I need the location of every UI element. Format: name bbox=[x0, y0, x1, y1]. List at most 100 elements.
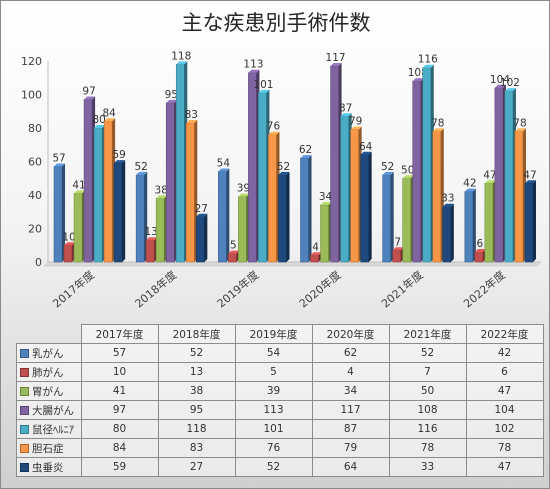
table-cell: 108 bbox=[388, 400, 467, 420]
data-label: 102 bbox=[500, 77, 520, 89]
x-tick-label: 2021年度 bbox=[378, 268, 425, 311]
bar-top bbox=[218, 168, 230, 172]
legend-key bbox=[20, 444, 29, 453]
bar bbox=[524, 182, 534, 263]
data-label: 116 bbox=[418, 54, 438, 66]
bar bbox=[145, 239, 155, 263]
bar-top bbox=[412, 78, 424, 82]
bar-side bbox=[368, 151, 372, 262]
bar-top bbox=[166, 99, 178, 103]
bar-top bbox=[54, 163, 66, 167]
bar-top bbox=[74, 190, 86, 194]
bar bbox=[442, 206, 452, 263]
bar bbox=[320, 204, 329, 263]
bar bbox=[165, 102, 175, 263]
table-cell: 27 bbox=[157, 457, 236, 477]
table-cell: 113 bbox=[234, 400, 313, 420]
bar-top bbox=[484, 180, 496, 184]
x-tick-label: 2017年度 bbox=[50, 268, 97, 311]
y-tick-label: 0 bbox=[35, 256, 42, 269]
series-name: 虫垂炎 bbox=[32, 461, 64, 474]
data-label: 117 bbox=[326, 52, 346, 64]
table-header-cell: 2019年度 bbox=[234, 324, 313, 344]
bar-top bbox=[176, 61, 188, 65]
table-cell: 79 bbox=[311, 438, 390, 458]
bar bbox=[238, 196, 247, 263]
data-label: 34 bbox=[319, 191, 333, 203]
y-tick-label: 80 bbox=[28, 122, 42, 135]
table-cell: 97 bbox=[80, 400, 159, 420]
data-label: 52 bbox=[134, 161, 147, 173]
bar bbox=[83, 99, 93, 263]
y-tick-label: 40 bbox=[28, 189, 42, 202]
bar bbox=[474, 251, 484, 263]
table-corner bbox=[17, 325, 82, 344]
bar-side bbox=[204, 213, 208, 262]
table-row: 胃がん 41 38 39 34 50 47 bbox=[16, 381, 544, 401]
table-cell: 47 bbox=[465, 457, 544, 477]
bar-top bbox=[156, 195, 168, 199]
series-label: 乳がん bbox=[16, 343, 82, 363]
table-cell: 76 bbox=[234, 438, 313, 458]
table-cell: 104 bbox=[465, 400, 544, 420]
bar bbox=[402, 177, 412, 263]
table-header-cell: 2018年度 bbox=[157, 324, 236, 344]
bar bbox=[175, 64, 185, 263]
bar-side bbox=[226, 168, 230, 262]
bar bbox=[504, 90, 514, 263]
table-cell: 54 bbox=[234, 343, 313, 363]
x-tick-label: 2018年度 bbox=[132, 268, 179, 311]
bar-top bbox=[238, 193, 250, 197]
bar bbox=[135, 174, 145, 263]
bar bbox=[63, 244, 73, 263]
y-tick-label: 60 bbox=[28, 156, 42, 169]
table-cell: 83 bbox=[157, 438, 236, 458]
data-label: 78 bbox=[431, 117, 444, 129]
table-cell: 47 bbox=[465, 381, 544, 401]
bar bbox=[228, 253, 237, 263]
bar-side bbox=[472, 188, 476, 262]
table-cell: 10 bbox=[80, 362, 159, 382]
data-label: 39 bbox=[237, 183, 250, 195]
table-cell: 13 bbox=[157, 362, 236, 382]
bar bbox=[258, 92, 267, 263]
legend-key bbox=[20, 425, 29, 434]
bar-top bbox=[464, 188, 476, 192]
table-cell: 52 bbox=[388, 343, 467, 363]
bar bbox=[103, 121, 113, 263]
table-row: 鼠径ﾍﾙﾆｱ 80 118 101 87 116 102 bbox=[16, 419, 544, 439]
data-label: 87 bbox=[339, 102, 352, 114]
bar-top bbox=[524, 180, 536, 184]
bar-top bbox=[268, 131, 280, 135]
table-cell: 42 bbox=[465, 343, 544, 363]
bar bbox=[340, 115, 349, 263]
data-label: 78 bbox=[513, 117, 526, 129]
table-row: 大腸がん 97 95 113 117 108 104 bbox=[16, 400, 544, 420]
bar bbox=[300, 157, 309, 263]
table-header-cell: 2020年度 bbox=[311, 324, 390, 344]
bar bbox=[360, 154, 369, 263]
data-label: 7 bbox=[394, 236, 401, 248]
bar bbox=[196, 216, 205, 263]
data-label: 101 bbox=[253, 79, 273, 91]
table-cell: 64 bbox=[311, 457, 390, 477]
legend-key bbox=[20, 349, 29, 358]
data-label: 13 bbox=[145, 226, 158, 238]
bar bbox=[73, 193, 83, 263]
table-row: 肺がん 10 13 5 4 7 6 bbox=[16, 362, 544, 382]
table-header-cell: 2017年度 bbox=[80, 324, 159, 344]
bar bbox=[392, 249, 402, 263]
data-label: 27 bbox=[195, 203, 208, 215]
data-label: 59 bbox=[112, 149, 125, 161]
legend-key bbox=[20, 368, 29, 377]
data-label: 52 bbox=[381, 161, 394, 173]
table-row: 虫垂炎 59 27 52 64 33 47 bbox=[16, 457, 544, 477]
bar-top bbox=[310, 252, 322, 256]
table-cell: 102 bbox=[465, 419, 544, 439]
data-label: 118 bbox=[171, 50, 191, 62]
series-name: 乳がん bbox=[32, 347, 64, 360]
data-label: 42 bbox=[463, 178, 476, 190]
data-label: 104 bbox=[490, 74, 510, 86]
data-label: 84 bbox=[102, 107, 116, 119]
table-cell: 116 bbox=[388, 419, 467, 439]
